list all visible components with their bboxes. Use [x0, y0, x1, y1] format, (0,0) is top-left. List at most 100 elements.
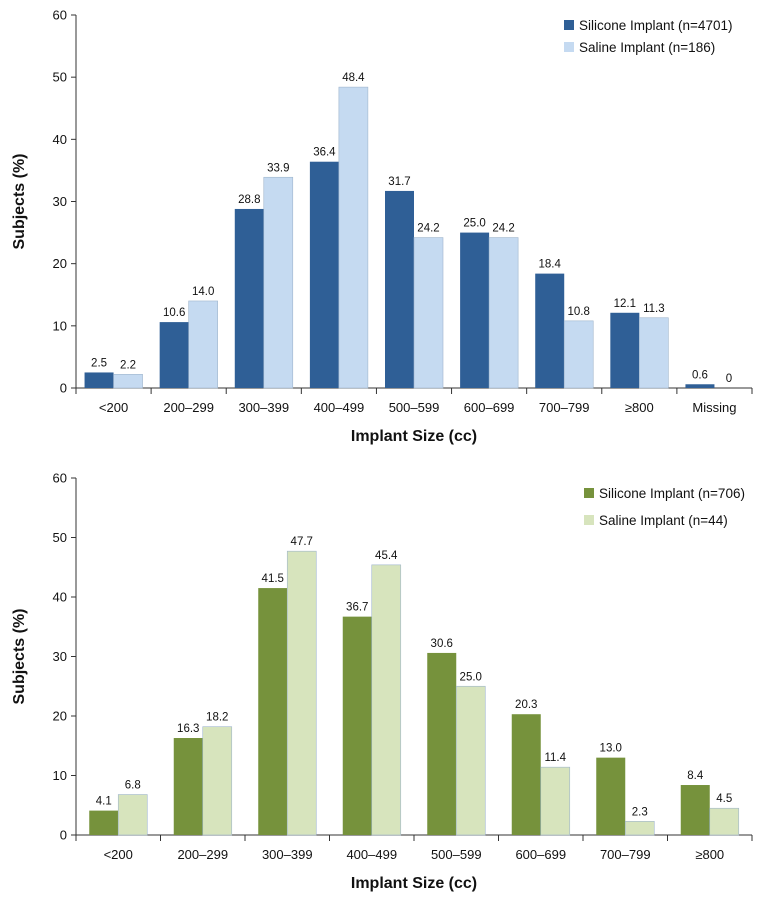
data-label: 10.6	[163, 307, 185, 319]
data-label: 11.3	[643, 303, 665, 315]
x-tick-label: 200–299	[163, 400, 214, 415]
y-tick-label: 50	[53, 530, 67, 545]
x-axis-title: Implant Size (cc)	[351, 875, 477, 892]
data-label: 25.0	[460, 671, 482, 683]
bar	[427, 652, 457, 835]
x-tick-label: 200–299	[177, 847, 228, 862]
bar	[413, 237, 444, 389]
data-label: 11.4	[544, 752, 566, 764]
x-tick-label: <200	[99, 400, 128, 415]
bar	[159, 322, 189, 388]
bar	[385, 190, 414, 388]
y-tick-label: 60	[53, 8, 67, 23]
legend-label: Saline Implant (n=44)	[599, 513, 728, 528]
x-tick-label: Missing	[692, 400, 736, 415]
bar	[685, 384, 715, 388]
data-label: 2.5	[91, 357, 107, 369]
bar	[460, 232, 490, 388]
y-tick-label: 40	[53, 132, 67, 147]
bar	[258, 588, 288, 835]
legend-swatch	[564, 42, 574, 52]
y-tick-label: 60	[53, 471, 67, 486]
data-label: 24.2	[492, 223, 514, 235]
legend-label: Silicone Implant (n=4701)	[579, 18, 732, 33]
bar	[338, 86, 369, 389]
y-tick-label: 40	[53, 590, 67, 605]
data-label: 4.1	[96, 796, 112, 808]
data-label: 8.4	[687, 770, 704, 782]
data-label: 18.2	[206, 712, 228, 724]
data-label: 0	[726, 373, 732, 385]
bar	[117, 794, 148, 836]
y-tick-label: 30	[53, 649, 67, 664]
bar	[455, 685, 486, 836]
data-label: 0.6	[692, 369, 708, 381]
bar	[709, 807, 740, 836]
bar	[113, 374, 143, 389]
x-tick-label: ≥800	[695, 847, 724, 862]
bar	[596, 757, 626, 835]
data-label: 4.5	[716, 793, 732, 805]
bar	[371, 564, 402, 836]
x-tick-label: <200	[104, 847, 133, 862]
bar	[610, 312, 640, 388]
legend-swatch	[564, 20, 574, 30]
bar	[188, 300, 218, 389]
bar	[639, 317, 669, 389]
bar	[535, 273, 565, 388]
data-label: 45.4	[375, 550, 398, 562]
data-label: 28.8	[238, 194, 260, 206]
bar	[488, 237, 519, 389]
data-label: 16.3	[177, 723, 199, 735]
y-tick-label: 0	[60, 381, 67, 396]
x-tick-label: 600–699	[515, 847, 566, 862]
bar	[263, 176, 294, 389]
x-tick-label: 500–599	[431, 847, 482, 862]
data-label: 48.4	[342, 72, 365, 84]
data-label: 10.8	[568, 306, 590, 318]
data-label: 30.6	[431, 638, 453, 650]
data-label: 36.4	[313, 147, 336, 159]
data-label: 31.7	[388, 176, 410, 188]
y-axis-title: Subjects (%)	[11, 608, 28, 704]
x-tick-label: 600–699	[464, 400, 515, 415]
data-label: 20.3	[515, 699, 537, 711]
data-label: 2.3	[632, 806, 648, 818]
y-tick-label: 10	[53, 318, 67, 333]
bar	[173, 738, 203, 835]
data-label: 14.0	[192, 286, 214, 298]
x-tick-label: 300–399	[238, 400, 289, 415]
y-tick-label: 10	[53, 768, 67, 783]
bar	[624, 821, 655, 836]
x-tick-label: 300–399	[262, 847, 313, 862]
bar	[680, 785, 710, 835]
bar	[342, 616, 372, 835]
bar	[540, 766, 571, 836]
legend-swatch	[584, 515, 594, 525]
data-label: 24.2	[417, 223, 439, 235]
data-label: 25.0	[463, 218, 485, 230]
data-label: 2.2	[120, 359, 136, 371]
x-tick-label: 700–799	[600, 847, 651, 862]
chart-1: 0 10 20 30 40 50 60 <200 200–299 300–399 400–499 50…	[11, 8, 753, 445]
bar	[234, 208, 264, 388]
bar	[309, 161, 339, 388]
x-tick-label: 400–499	[346, 847, 397, 862]
y-tick-label: 0	[60, 828, 67, 843]
y-tick-label: 30	[53, 194, 67, 209]
chart-2: 0 10 20 30 40 50 60 <200 200–299 300–399 400–499 50…	[11, 471, 753, 892]
y-tick-label: 20	[53, 709, 67, 724]
data-label: 33.9	[267, 162, 289, 174]
bar	[84, 372, 114, 388]
data-label: 47.7	[291, 536, 313, 548]
data-label: 13.0	[600, 743, 622, 755]
bar	[89, 810, 119, 835]
x-tick-label: ≥800	[625, 400, 654, 415]
legend-label: Saline Implant (n=186)	[579, 40, 715, 55]
bar	[563, 320, 594, 389]
data-label: 6.8	[125, 780, 141, 792]
y-tick-label: 50	[53, 70, 67, 85]
data-label: 36.7	[346, 602, 368, 614]
x-tick-label: 700–799	[539, 400, 590, 415]
